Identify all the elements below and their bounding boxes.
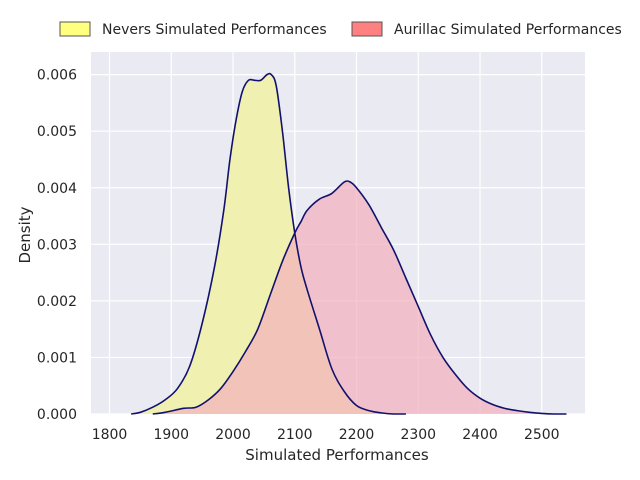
legend-swatch-nevers bbox=[59, 21, 91, 37]
density-areas bbox=[130, 72, 567, 415]
legend-label-nevers: Nevers Simulated Performances bbox=[102, 22, 327, 38]
x-tick-label: 1800 bbox=[92, 427, 128, 443]
x-tick-label: 2300 bbox=[400, 427, 436, 443]
legend-label-aurillac: Aurillac Simulated Performances bbox=[394, 22, 622, 38]
density-line-nevers bbox=[130, 72, 406, 415]
x-tick-label: 2200 bbox=[339, 427, 375, 443]
x-tick-label: 2400 bbox=[462, 427, 498, 443]
x-tick-label: 2500 bbox=[524, 427, 560, 443]
x-tick-labels: 1800 1900 2000 2100 2200 2300 2400 2500 bbox=[92, 427, 560, 443]
x-tick-label: 1900 bbox=[153, 427, 189, 443]
legend: Nevers Simulated Performances Aurillac S… bbox=[59, 21, 622, 38]
y-tick-label: 0.005 bbox=[37, 124, 77, 140]
x-tick-label: 2100 bbox=[277, 427, 313, 443]
y-tick-label: 0.006 bbox=[37, 68, 77, 84]
y-tick-labels: 0.000 0.001 0.002 0.003 0.004 0.005 0.006 bbox=[37, 68, 77, 423]
x-tick-label: 2000 bbox=[215, 427, 251, 443]
y-tick-label: 0.004 bbox=[37, 181, 77, 197]
x-axis-label: Simulated Performances bbox=[245, 446, 429, 464]
density-fill-nevers bbox=[131, 73, 406, 414]
y-tick-label: 0.000 bbox=[37, 407, 77, 423]
legend-swatch-aurillac bbox=[351, 21, 383, 37]
y-axis-label: Density bbox=[16, 206, 34, 263]
density-line-aurillac bbox=[152, 180, 567, 415]
y-tick-label: 0.001 bbox=[37, 350, 77, 366]
y-tick-label: 0.003 bbox=[37, 237, 77, 253]
y-tick-label: 0.002 bbox=[37, 294, 77, 310]
density-fill-aurillac bbox=[152, 181, 567, 414]
